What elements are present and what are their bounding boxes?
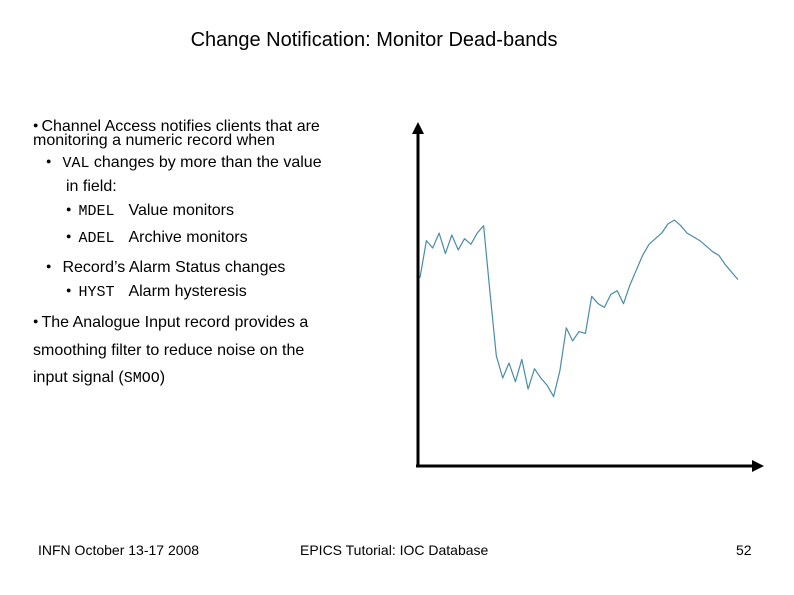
bullet-dot: ● <box>46 156 52 166</box>
code-val: VAL <box>62 155 90 172</box>
sub-sub-bullet-hyst: ● HYST Alarm hysteresis <box>66 283 247 301</box>
hyst-text: Alarm hysteresis <box>128 283 247 300</box>
bullet-item: ● The Analogue Input record provides a <box>33 314 308 332</box>
bullet-text: The Analogue Input record provides a <box>41 314 309 331</box>
x-axis-arrow <box>752 460 764 472</box>
bullet-continuation: monitoring a numeric record when <box>33 132 275 149</box>
sub-bullet-item: ● Record’s Alarm Status changes <box>46 259 285 277</box>
bullet-item: ● Channel Access notifies clients that ar… <box>33 118 320 136</box>
bullet-dot: ● <box>66 231 72 241</box>
y-axis-arrow <box>412 122 424 134</box>
sub-bullet-text: changes by more than the value <box>89 154 322 171</box>
slide-title: Change Notification: Monitor Dead-bands <box>190 29 558 51</box>
bullet-continuation: smoothing filter to reduce noise on the <box>33 342 305 359</box>
sub-bullet-text: Record’s Alarm Status changes <box>62 259 286 276</box>
chart-axes <box>412 122 764 472</box>
mdel-text: Value monitors <box>128 202 234 219</box>
adel-text: Archive monitors <box>128 229 248 246</box>
bullet-continuation: input signal (SMOO) <box>33 369 165 387</box>
footer-title: EPICS Tutorial: IOC Database <box>300 542 489 558</box>
sub-sub-bullet-adel: ● ADEL Archive monitors <box>66 229 248 247</box>
code-hyst: HYST <box>78 284 115 301</box>
code-mdel: MDEL <box>78 203 115 220</box>
code-adel: ADEL <box>78 230 115 247</box>
text-segment: ) <box>159 369 166 386</box>
bullet-dot: ● <box>33 120 39 130</box>
bullet-dot: ● <box>46 261 52 271</box>
sub-sub-bullet-mdel: ● MDEL Value monitors <box>66 202 234 220</box>
series-group <box>419 219 739 398</box>
sub-bullet-item: ● VAL changes by more than the value <box>46 154 322 172</box>
signal-series-line <box>419 219 739 398</box>
page-number: 52 <box>736 542 752 558</box>
bullet-dot: ● <box>33 316 39 326</box>
bullet-text: Channel Access notifies clients that are <box>41 118 320 135</box>
bullet-dot: ● <box>66 204 72 214</box>
sub-bullet-continuation: in field: <box>66 178 117 195</box>
code-smoo: SMOO <box>123 370 160 387</box>
footer-date: INFN October 13-17 2008 <box>38 542 200 558</box>
text-segment: input signal ( <box>33 369 124 386</box>
bullet-dot: ● <box>66 285 72 295</box>
